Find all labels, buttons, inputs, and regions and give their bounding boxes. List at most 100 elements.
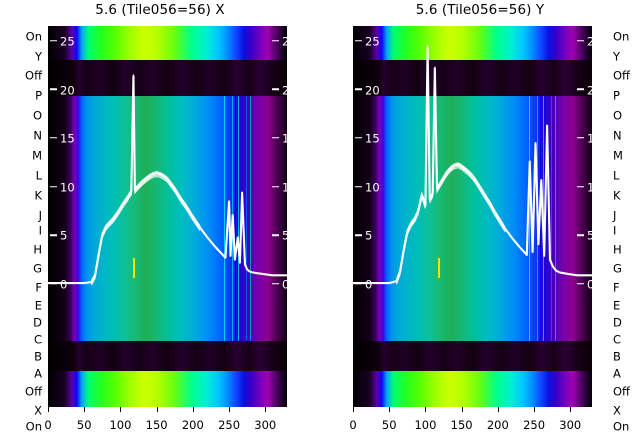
spectrum-subline-0 — [395, 45, 506, 280]
category-label-9: J — [38, 208, 42, 223]
x-tick-label-250: 250 — [523, 418, 546, 432]
heatmap-band-5 — [353, 359, 592, 371]
heatmap-rfi-stripe-0 — [223, 96, 226, 341]
category-label-6: M — [32, 148, 42, 163]
heatmap-rfi-stripe-6 — [550, 96, 552, 341]
category-label-3: P — [613, 88, 620, 103]
spectrum-line — [353, 45, 592, 285]
heatmap-rfi-stripe-4 — [238, 96, 240, 341]
x-tick-mark-100 — [120, 407, 122, 412]
panel-y-title: 5.6 (Tile056=56) Y — [415, 2, 545, 18]
x-tick-label-0: 0 — [44, 418, 52, 432]
x-tick-label-200: 200 — [181, 418, 204, 432]
category-label-15: D — [33, 315, 42, 330]
category-label-0: On — [613, 29, 630, 44]
category-label-1: Y — [34, 49, 42, 64]
heatmap-band-4 — [353, 341, 592, 359]
x-tick-label-50: 50 — [76, 418, 92, 432]
category-label-14: E — [34, 298, 42, 313]
category-label-17: B — [34, 349, 42, 364]
category-label-11: H — [613, 242, 622, 257]
heatmap-rfi-stripe-0 — [528, 96, 531, 341]
x-tick-mark-150 — [156, 407, 158, 412]
x-tick-mark-250 — [229, 407, 231, 412]
x-tick-label-150: 150 — [145, 418, 168, 432]
category-label-19: Off — [25, 384, 42, 399]
category-label-21: On — [25, 419, 42, 434]
spectrum-subline-1 — [395, 48, 506, 284]
heatmap-rfi-stripe-3 — [234, 96, 236, 341]
category-label-1: Y — [613, 49, 621, 64]
category-label-13: F — [35, 280, 42, 295]
x-tick-mark-0 — [48, 407, 49, 412]
heatmap-rfi-stripe-7 — [250, 96, 251, 341]
heatmap-band-6 — [48, 371, 287, 407]
heatmap-band-2 — [353, 74, 592, 96]
heatmap-band-0 — [353, 26, 592, 60]
category-label-15: D — [613, 315, 622, 330]
panel-x-plot-area — [48, 26, 287, 407]
panel-x: 5.6 (Tile056=56) X 25 20 15 10 5 0 25 20 15 10 5 0… — [44, 2, 287, 437]
category-label-7: L — [35, 168, 42, 183]
heatmap-band-6 — [353, 371, 592, 407]
x-tick-mark-100 — [425, 407, 427, 412]
x-tick-label-100: 100 — [414, 418, 437, 432]
x-tick-mark-200 — [192, 407, 194, 412]
heatmap-band-0 — [48, 26, 287, 60]
heatmap-band-2 — [48, 74, 287, 96]
heatmap-rfi-stripe-5 — [547, 96, 548, 341]
category-label-16: C — [33, 332, 42, 347]
spectrum-subline-0 — [90, 74, 201, 281]
x-tick-mark-300 — [265, 407, 267, 412]
panel-x-title: 5.6 (Tile056=56) X — [95, 2, 225, 18]
category-label-13: F — [613, 280, 620, 295]
heatmap-band-1 — [48, 60, 287, 74]
spectrum-subline-2 — [395, 50, 506, 285]
category-label-14: E — [613, 298, 621, 313]
panel-x-x-axis: 0 50 100 150 200 250 300 — [44, 407, 287, 437]
category-label-21: On — [613, 419, 630, 434]
x-tick-label-250: 250 — [218, 418, 241, 432]
category-label-8: K — [613, 188, 621, 203]
category-label-11: H — [33, 242, 42, 257]
panel-y-trace — [353, 45, 592, 285]
panel-x-trace — [48, 74, 287, 286]
heatmap-band-3 — [353, 96, 592, 341]
category-label-18: A — [613, 366, 621, 381]
category-label-2: Off — [613, 68, 630, 83]
x-tick-label-300: 300 — [254, 418, 277, 432]
x-tick-label-0: 0 — [349, 418, 357, 432]
flag-marker — [438, 258, 441, 278]
category-label-8: K — [34, 188, 42, 203]
heatmap-band-4 — [48, 341, 287, 359]
heatmap-rfi-stripe-7 — [555, 96, 556, 341]
x-tick-label-50: 50 — [381, 418, 397, 432]
category-label-4: O — [32, 108, 42, 123]
category-label-18: A — [34, 366, 42, 381]
category-label-10: I — [38, 223, 42, 238]
category-axis-right: On Y Off P O N M L K J I H G F E D C B A Off X On — [608, 26, 640, 432]
flag-marker — [133, 258, 136, 278]
x-tick-label-300: 300 — [559, 418, 582, 432]
x-tick-mark-150 — [461, 407, 463, 412]
spectrum-line — [48, 74, 287, 285]
x-tick-mark-200 — [497, 407, 499, 412]
x-tick-label-150: 150 — [450, 418, 473, 432]
heatmap-rfi-stripe-6 — [245, 96, 247, 341]
category-label-10: I — [613, 223, 617, 238]
category-label-6: M — [613, 148, 623, 163]
category-label-4: O — [613, 108, 623, 123]
category-label-17: B — [613, 349, 621, 364]
heatmap-band-5 — [48, 359, 287, 371]
x-tick-mark-50 — [84, 407, 86, 412]
category-label-3: P — [35, 88, 42, 103]
category-label-5: N — [33, 128, 42, 143]
category-label-12: G — [613, 261, 622, 276]
spectrum-subline-2 — [90, 79, 201, 286]
category-label-12: G — [33, 261, 42, 276]
panel-x-heatmap — [48, 26, 287, 407]
panel-y-x-axis: 0 50 100 150 200 250 300 — [349, 407, 592, 437]
category-label-7: L — [613, 168, 620, 183]
